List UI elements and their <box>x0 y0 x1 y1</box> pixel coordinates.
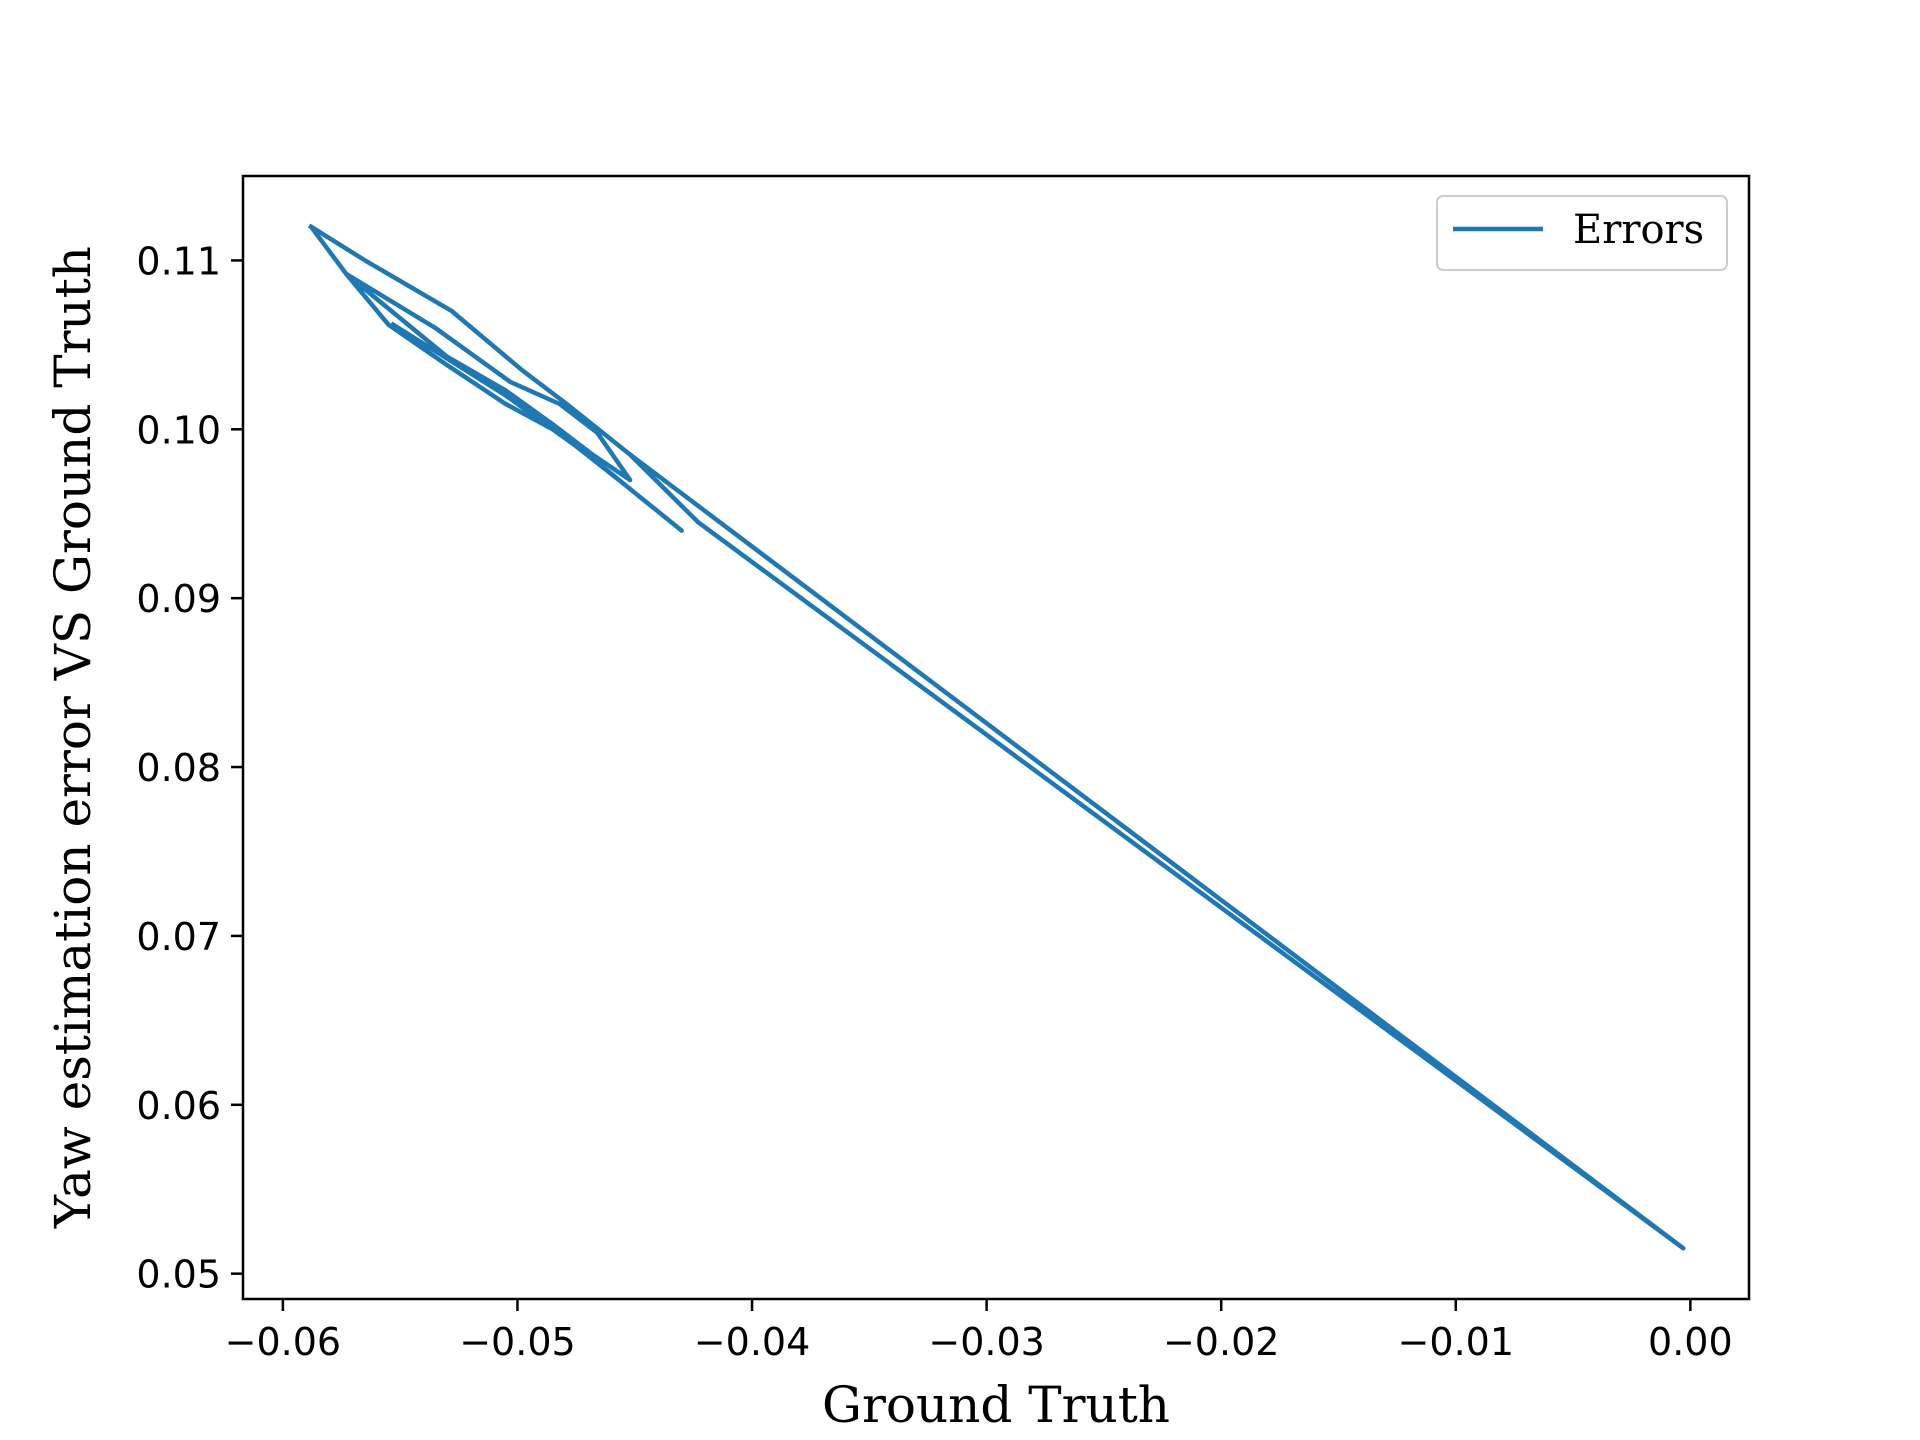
x-tick-label: −0.03 <box>928 1320 1044 1364</box>
legend-box <box>1436 195 1728 271</box>
y-tick-label: 0.10 <box>136 408 221 452</box>
x-tick-label: −0.05 <box>459 1320 575 1364</box>
x-tick-label: −0.01 <box>1398 1320 1514 1364</box>
y-tick-label: 0.07 <box>136 915 221 959</box>
y-axis-label: Yaw estimation error VS Ground Truth <box>44 246 102 1229</box>
y-tick-label: 0.11 <box>136 239 221 283</box>
x-tick-label: −0.02 <box>1163 1320 1279 1364</box>
x-tick-label: −0.06 <box>225 1320 341 1364</box>
y-tick-label: 0.06 <box>136 1084 221 1128</box>
y-tick-label: 0.05 <box>136 1253 221 1297</box>
y-tick-label: 0.09 <box>136 577 221 621</box>
plot-area-frame <box>241 174 1751 1301</box>
legend: Errors <box>1436 195 1728 271</box>
legend-label-errors: Errors <box>1573 207 1704 253</box>
x-tick-label: 0.00 <box>1648 1320 1733 1364</box>
x-tick-label: −0.04 <box>694 1320 810 1364</box>
y-tick-label: 0.08 <box>136 746 221 790</box>
x-axis-label: Ground Truth <box>822 1376 1170 1434</box>
series-line-errors <box>307 223 1686 1251</box>
